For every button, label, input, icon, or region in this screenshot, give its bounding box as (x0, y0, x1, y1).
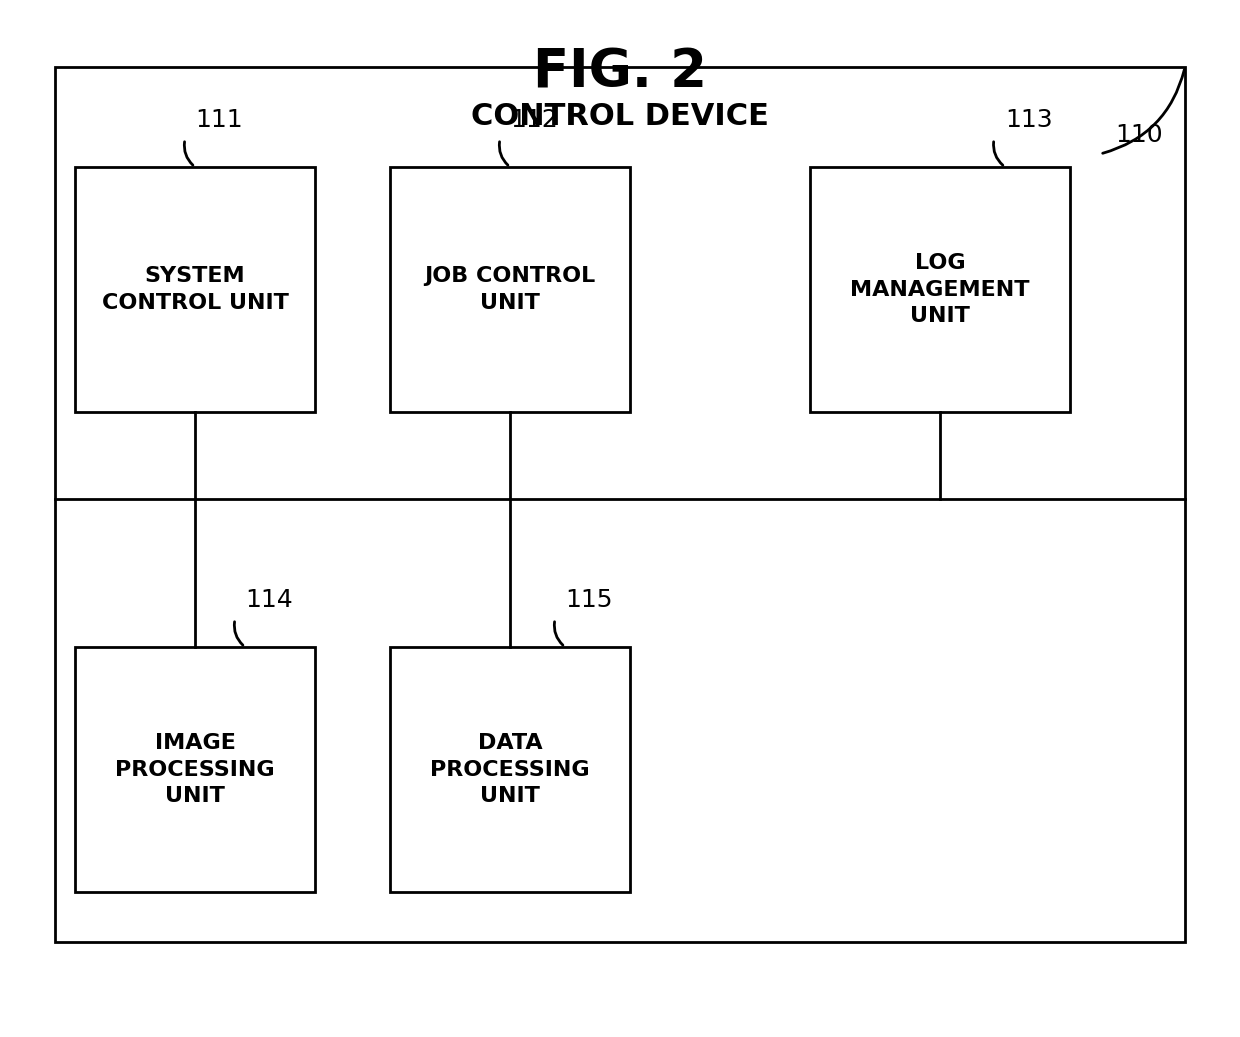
Bar (810, 167, 1070, 412)
Text: CONTROL DEVICE: CONTROL DEVICE (471, 102, 769, 131)
Text: IMAGE
PROCESSING
UNIT: IMAGE PROCESSING UNIT (115, 733, 275, 806)
Text: 113: 113 (1004, 108, 1053, 132)
Text: 111: 111 (195, 108, 243, 132)
Text: DATA
PROCESSING
UNIT: DATA PROCESSING UNIT (430, 733, 590, 806)
Bar (391, 647, 630, 892)
Text: JOB CONTROL
UNIT: JOB CONTROL UNIT (424, 267, 595, 313)
Text: 114: 114 (246, 588, 293, 612)
Bar (74, 647, 315, 892)
Text: 110: 110 (1115, 123, 1163, 147)
Text: SYSTEM
CONTROL UNIT: SYSTEM CONTROL UNIT (102, 267, 289, 313)
Text: FIG. 2: FIG. 2 (533, 47, 707, 99)
Bar (74, 167, 315, 412)
Text: 112: 112 (510, 108, 558, 132)
Bar (391, 167, 630, 412)
Text: 115: 115 (565, 588, 613, 612)
Bar (55, 67, 1185, 942)
Text: LOG
MANAGEMENT
UNIT: LOG MANAGEMENT UNIT (851, 253, 1029, 326)
